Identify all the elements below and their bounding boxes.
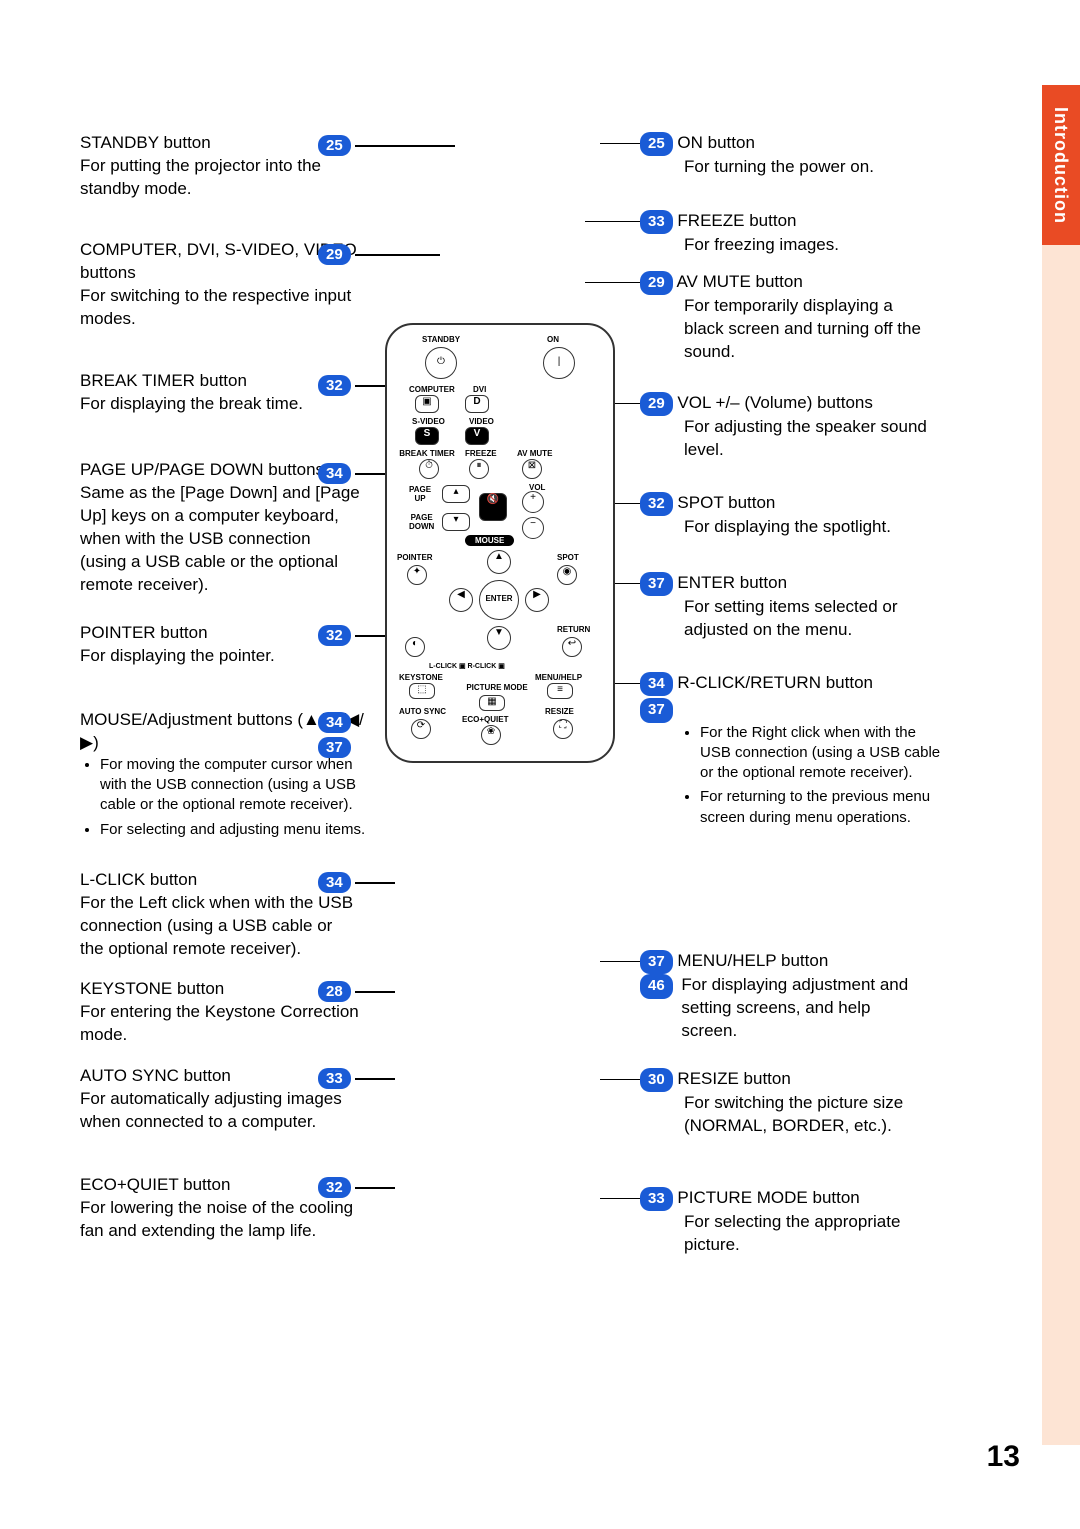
label-menuhelp: MENU/HELP: [535, 673, 582, 682]
standby-button[interactable]: ⏻: [425, 347, 457, 379]
leader-line: [600, 143, 640, 144]
pageup-button[interactable]: ▴: [442, 485, 470, 503]
enter-button[interactable]: ENTER: [479, 580, 519, 620]
leader-line: [600, 961, 640, 962]
label-standby: STANDBY: [422, 335, 460, 344]
picturemode-button[interactable]: ▦: [479, 695, 505, 711]
down-button[interactable]: ▼: [487, 626, 511, 650]
avmute-button[interactable]: ⊠: [522, 459, 542, 479]
breaktimer-button[interactable]: ⏱: [419, 459, 439, 479]
label-picturemode: PICTURE MODE: [462, 683, 532, 692]
section-tab: Introduction: [1042, 85, 1080, 245]
label-pagedown: PAGE DOWN: [409, 513, 434, 531]
page-number: 13: [987, 1440, 1020, 1474]
breaktimer-desc: BREAK TIMER button For displaying the br…: [80, 370, 303, 416]
return-button[interactable]: ↩: [562, 637, 582, 657]
label-ecoquiet: ECO+QUIET: [462, 715, 508, 724]
resize-button[interactable]: ⛶: [553, 719, 573, 739]
right-button[interactable]: ▶: [525, 588, 549, 612]
leader-line: [585, 282, 640, 283]
leader-line: [585, 221, 640, 222]
menuhelp-button[interactable]: ≡: [547, 683, 573, 699]
ecoquiet-button[interactable]: ❀: [481, 725, 501, 745]
badge-autosync: 33: [318, 1068, 399, 1089]
keystone-button[interactable]: ⬚: [409, 683, 435, 699]
label-pointer: POINTER: [397, 553, 433, 562]
freeze-desc: 33 FREEZE button For freezing images.: [640, 210, 839, 257]
label-svideo: S-VIDEO: [412, 417, 445, 426]
autosync-button[interactable]: ⟳: [411, 719, 431, 739]
badge-lclick: 34: [318, 872, 399, 893]
label-resize: RESIZE: [545, 707, 574, 716]
lclick-button[interactable]: ◐: [405, 637, 425, 657]
label-freeze: FREEZE: [465, 449, 497, 458]
freeze-button[interactable]: ⏸: [469, 459, 489, 479]
computer-button[interactable]: ▣: [415, 395, 439, 413]
dvi-button[interactable]: D: [465, 395, 489, 413]
badge-keystone: 28: [318, 981, 399, 1002]
on-button[interactable]: |: [543, 347, 575, 379]
label-avmute: AV MUTE: [517, 449, 552, 458]
label-keystone: KEYSTONE: [399, 673, 443, 682]
label-return: RETURN: [557, 625, 590, 634]
spot-button[interactable]: ◉: [557, 565, 577, 585]
badge-mouseadj: 34 37: [318, 712, 351, 758]
label-autosync: AUTO SYNC: [399, 707, 446, 716]
enter-desc: 37 ENTER button For setting items select…: [640, 572, 934, 642]
spot-desc: 32 SPOT button For displaying the spotli…: [640, 492, 891, 539]
pagedown-button[interactable]: ▾: [442, 513, 470, 531]
voldown-button[interactable]: −: [522, 517, 544, 539]
pointer-desc: POINTER button For displaying the pointe…: [80, 622, 275, 668]
leader-line: [600, 1079, 640, 1080]
label-video: VIDEO: [469, 417, 494, 426]
leader-line: [600, 1198, 640, 1199]
mute-button[interactable]: 🔇: [479, 493, 507, 521]
label-lclick: L-CLICK ▣ R-CLICK ▣: [429, 662, 505, 670]
rclick-desc: 34 R-CLICK/RETURN button 37 For the Righ…: [640, 672, 950, 832]
label-pageup: PAGE UP: [409, 485, 431, 503]
label-computer: COMPUTER: [409, 385, 455, 394]
picturemode-desc: 33 PICTURE MODE button For selecting the…: [640, 1187, 934, 1257]
badge-computer: 29: [318, 244, 444, 265]
badge-ecoquiet: 32: [318, 1177, 399, 1198]
svideo-button[interactable]: S: [415, 427, 439, 445]
peach-sidebar: [1042, 245, 1080, 1445]
avmute-desc: 29 AV MUTE button For temporarily displa…: [640, 271, 934, 364]
label-mouse: MOUSE: [465, 535, 514, 546]
vol-desc: 29 VOL +/– (Volume) buttons For adjustin…: [640, 392, 934, 462]
label-spot: SPOT: [557, 553, 579, 562]
remote-diagram: STANDBY ON ⏻ | COMPUTER DVI ▣ D S-VIDEO …: [385, 323, 615, 763]
left-button[interactable]: ◀: [449, 588, 473, 612]
badge-standby: 25: [318, 135, 459, 156]
video-button[interactable]: V: [465, 427, 489, 445]
pointer-button[interactable]: ✦: [407, 565, 427, 585]
label-on: ON: [547, 335, 559, 344]
resize-desc: 30 RESIZE button For switching the pictu…: [640, 1068, 934, 1138]
volup-button[interactable]: +: [522, 491, 544, 513]
label-breaktimer: BREAK TIMER: [397, 449, 457, 458]
menuhelp-desc: 37 MENU/HELP button 46 For displaying ad…: [640, 950, 921, 1043]
label-dvi: DVI: [473, 385, 486, 394]
up-button[interactable]: ▲: [487, 550, 511, 574]
on-desc: 25 ON button For turning the power on.: [640, 132, 874, 179]
